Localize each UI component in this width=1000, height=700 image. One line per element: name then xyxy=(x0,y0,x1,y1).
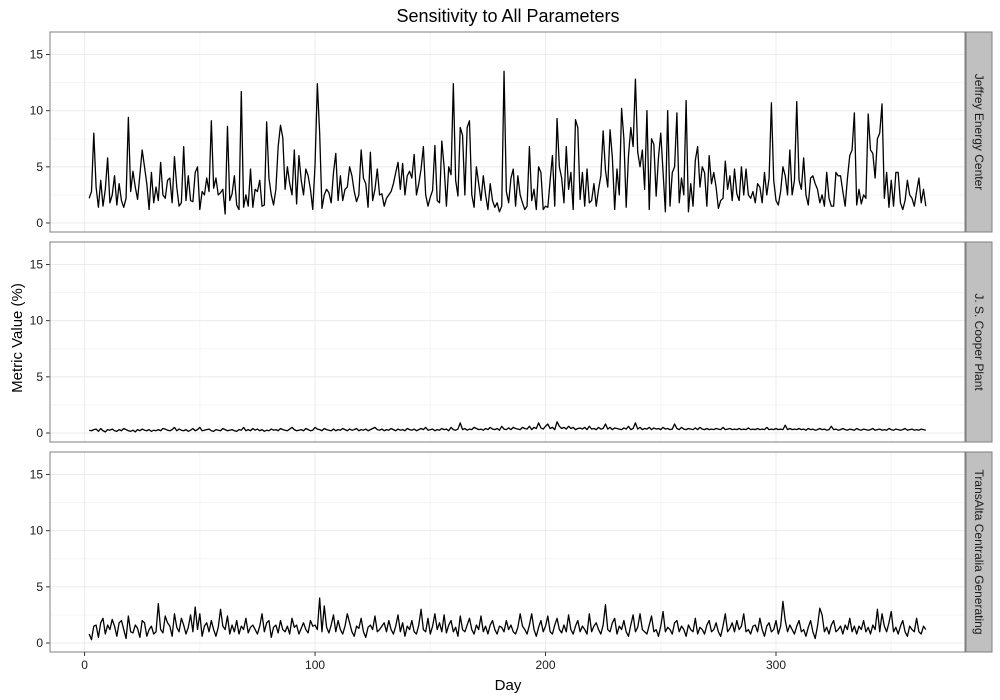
y-tick-label: 0 xyxy=(36,426,43,440)
facet-strip-label: J. S. Cooper Plant xyxy=(972,293,986,391)
x-tick-label: 100 xyxy=(305,658,325,672)
series-line xyxy=(89,421,926,433)
y-axis-title: Metric Value (%) xyxy=(9,283,26,393)
panel-background xyxy=(50,32,965,232)
y-tick-label: 15 xyxy=(30,467,44,481)
panel-background xyxy=(50,452,965,652)
y-tick-label: 5 xyxy=(36,580,43,594)
y-tick-label: 10 xyxy=(30,104,44,118)
panel-border xyxy=(49,31,966,233)
x-tick-label: 300 xyxy=(766,658,786,672)
x-tick-label: 0 xyxy=(81,658,88,672)
y-tick-label: 5 xyxy=(36,370,43,384)
facet-panels: 0 5 10 15 Jeffrey Energy Center 0 5 10 15 J. S. C… xyxy=(30,31,993,653)
facet-strip xyxy=(965,31,993,233)
y-tick-label: 5 xyxy=(36,160,43,174)
y-tick-label: 10 xyxy=(30,524,44,538)
panel-border xyxy=(49,241,966,443)
facet-strip-label: TransAlta Centralia Generating xyxy=(972,470,986,635)
panel-border xyxy=(49,451,966,653)
x-tick-label: 200 xyxy=(536,658,556,672)
facet-strip-label: Jeffrey Energy Center xyxy=(972,74,986,191)
y-tick-label: 15 xyxy=(30,47,44,61)
panel-background xyxy=(50,242,965,442)
facet-strip xyxy=(965,241,993,443)
y-tick-label: 0 xyxy=(36,636,43,650)
y-tick-label: 10 xyxy=(30,314,44,328)
series-line xyxy=(88,70,927,215)
x-axis: 0 100 200 300 xyxy=(81,652,786,672)
facet-panel: 0 5 10 15 TransAlta Centralia Generating xyxy=(30,451,993,653)
facet-panel: 0 5 10 15 Jeffrey Energy Center xyxy=(30,31,993,233)
series-line xyxy=(88,597,927,641)
facet-panel: 0 5 10 15 J. S. Cooper Plant xyxy=(30,241,993,443)
chart-title: Sensitivity to All Parameters xyxy=(396,6,619,26)
facet-strip xyxy=(965,451,993,653)
x-axis-title: Day xyxy=(495,677,522,694)
y-tick-label: 15 xyxy=(30,257,44,271)
y-tick-label: 0 xyxy=(36,216,43,230)
